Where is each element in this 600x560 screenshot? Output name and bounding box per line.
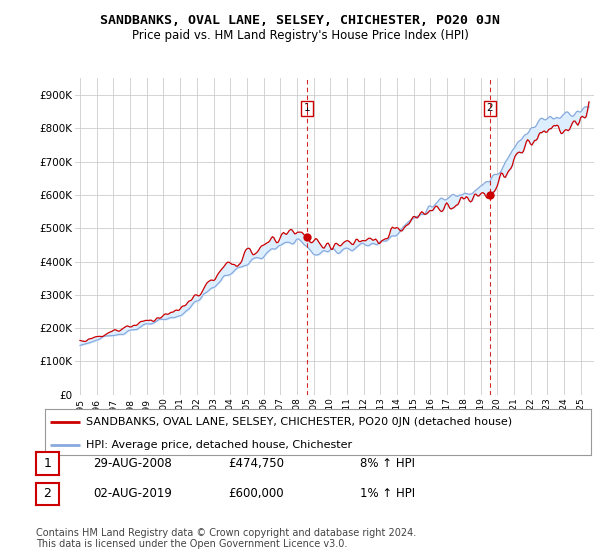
Text: Contains HM Land Registry data © Crown copyright and database right 2024.
This d: Contains HM Land Registry data © Crown c… [36, 528, 416, 549]
Text: £474,750: £474,750 [228, 457, 284, 470]
Text: 1% ↑ HPI: 1% ↑ HPI [360, 487, 415, 501]
Text: 8% ↑ HPI: 8% ↑ HPI [360, 457, 415, 470]
Text: 2: 2 [487, 104, 493, 114]
Text: 29-AUG-2008: 29-AUG-2008 [93, 457, 172, 470]
Text: £600,000: £600,000 [228, 487, 284, 501]
Text: 2: 2 [43, 487, 52, 501]
Text: HPI: Average price, detached house, Chichester: HPI: Average price, detached house, Chic… [86, 440, 352, 450]
Text: Price paid vs. HM Land Registry's House Price Index (HPI): Price paid vs. HM Land Registry's House … [131, 29, 469, 42]
Text: SANDBANKS, OVAL LANE, SELSEY, CHICHESTER, PO20 0JN (detached house): SANDBANKS, OVAL LANE, SELSEY, CHICHESTER… [86, 417, 512, 427]
Text: 1: 1 [43, 457, 52, 470]
Text: SANDBANKS, OVAL LANE, SELSEY, CHICHESTER, PO20 0JN: SANDBANKS, OVAL LANE, SELSEY, CHICHESTER… [100, 14, 500, 27]
Text: 1: 1 [304, 104, 311, 114]
Text: 02-AUG-2019: 02-AUG-2019 [93, 487, 172, 501]
